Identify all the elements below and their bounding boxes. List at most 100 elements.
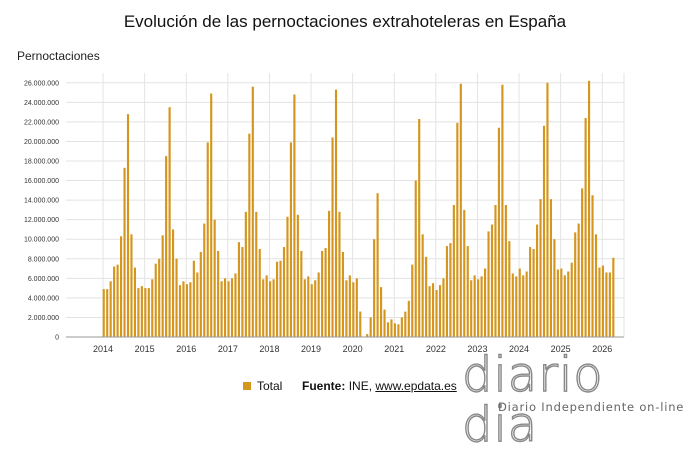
bar	[601, 265, 605, 337]
bar	[608, 272, 611, 337]
bar	[445, 246, 449, 337]
bar	[532, 249, 535, 337]
bar	[321, 250, 324, 337]
legend: Total	[243, 379, 282, 393]
brand-tagline: Diario Independiente on-line	[498, 400, 685, 414]
bar	[133, 267, 137, 337]
bar	[404, 311, 407, 337]
source-note: Fuente: INE, www.epdata.es	[302, 379, 457, 393]
bar	[126, 114, 130, 337]
y-tick-label: 16.000.000	[24, 178, 59, 185]
bar	[470, 280, 473, 337]
bar	[529, 247, 532, 337]
bar	[279, 260, 282, 337]
bar	[210, 93, 213, 337]
bar	[331, 137, 334, 337]
x-tick-label: 2023	[467, 344, 487, 354]
bar	[612, 257, 615, 337]
bar	[102, 289, 105, 337]
bar	[366, 334, 369, 337]
x-tick-label: 2022	[426, 344, 446, 354]
bar	[158, 258, 161, 337]
bar	[348, 275, 351, 337]
x-tick-label: 2014	[93, 344, 113, 354]
bar	[605, 272, 608, 337]
bar	[206, 142, 209, 337]
bar	[560, 268, 563, 337]
bar	[508, 241, 511, 337]
bar	[369, 317, 372, 337]
y-tick-label: 18.000.000	[24, 159, 59, 166]
bar	[282, 247, 286, 337]
bar	[223, 278, 227, 337]
bar	[477, 279, 480, 337]
bar	[116, 264, 119, 337]
source-prefix: Fuente:	[302, 379, 346, 393]
bar	[119, 236, 123, 337]
bar	[574, 232, 577, 337]
bar	[220, 281, 223, 337]
bar	[487, 231, 490, 337]
x-tick-label: 2019	[301, 344, 321, 354]
x-tick-label: 2016	[176, 344, 196, 354]
x-tick-label: 2021	[384, 344, 404, 354]
bar	[515, 276, 518, 337]
x-tick-label: 2026	[592, 344, 612, 354]
bar	[407, 300, 410, 337]
bar	[199, 251, 202, 337]
bar	[244, 211, 247, 337]
brand-logo: diario dia Diario Independiente on-line	[461, 349, 690, 450]
bar	[556, 269, 559, 337]
x-tick-label: 2015	[135, 344, 155, 354]
bar	[383, 309, 386, 337]
plot-area: 0 2.000.000 4.000.000 6.000.000 8.000.000 10.…	[24, 73, 625, 354]
bar	[352, 282, 355, 337]
bar	[300, 250, 303, 337]
bar	[567, 271, 570, 337]
bar	[535, 224, 539, 337]
bar	[379, 287, 383, 337]
bar	[542, 125, 546, 337]
bar	[269, 281, 272, 337]
bar	[425, 256, 428, 337]
chart-title: Evolución de las pernoctaciones extrahot…	[123, 12, 567, 31]
x-tick-label: 2020	[343, 344, 363, 354]
bar	[497, 127, 501, 337]
bar	[286, 216, 289, 337]
y-tick-label: 24.000.000	[24, 100, 59, 107]
bar	[289, 142, 293, 337]
bar	[494, 205, 497, 337]
bar	[182, 281, 185, 337]
bar	[525, 271, 528, 337]
bar	[248, 133, 251, 337]
bar	[421, 234, 424, 337]
bar	[341, 251, 345, 337]
bar	[438, 285, 442, 337]
bar	[428, 286, 431, 337]
bar	[480, 276, 483, 337]
bar	[168, 107, 171, 337]
bar	[456, 122, 459, 338]
bar	[522, 275, 525, 337]
bar	[553, 239, 556, 337]
bar	[140, 286, 143, 337]
bar	[307, 276, 310, 337]
bar	[577, 223, 580, 337]
bar	[501, 84, 504, 337]
bar	[584, 117, 587, 337]
bar	[373, 239, 376, 337]
bar	[203, 223, 206, 337]
legend-label: Total	[257, 379, 283, 393]
y-tick-label: 6.000.000	[28, 276, 59, 283]
bar	[411, 264, 414, 337]
bar	[189, 282, 192, 337]
bar	[463, 209, 466, 337]
bar	[262, 279, 265, 337]
source-link[interactable]: www.epdata.es	[375, 379, 457, 393]
x-tick-label: 2025	[551, 344, 571, 354]
bar	[310, 284, 313, 337]
y-tick-label: 2.000.000	[28, 315, 59, 322]
bar	[147, 288, 150, 337]
bar	[237, 242, 241, 337]
bar	[165, 156, 168, 337]
